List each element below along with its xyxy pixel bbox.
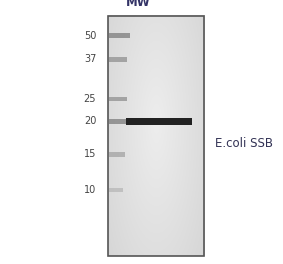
Bar: [108, 16, 204, 256]
Bar: [109, 119, 126, 124]
Text: 10: 10: [84, 185, 96, 195]
Text: 50: 50: [84, 31, 96, 41]
Text: 25: 25: [84, 94, 96, 104]
Bar: [109, 33, 130, 38]
Text: 37: 37: [84, 54, 96, 64]
Bar: [126, 118, 192, 125]
Bar: [109, 188, 123, 192]
Bar: [109, 152, 125, 157]
Text: MW: MW: [126, 0, 151, 9]
Text: 15: 15: [84, 149, 96, 159]
Text: 20: 20: [84, 116, 96, 126]
Bar: [109, 57, 127, 62]
Text: E.coli SSB: E.coli SSB: [215, 137, 273, 150]
Bar: [109, 97, 127, 101]
